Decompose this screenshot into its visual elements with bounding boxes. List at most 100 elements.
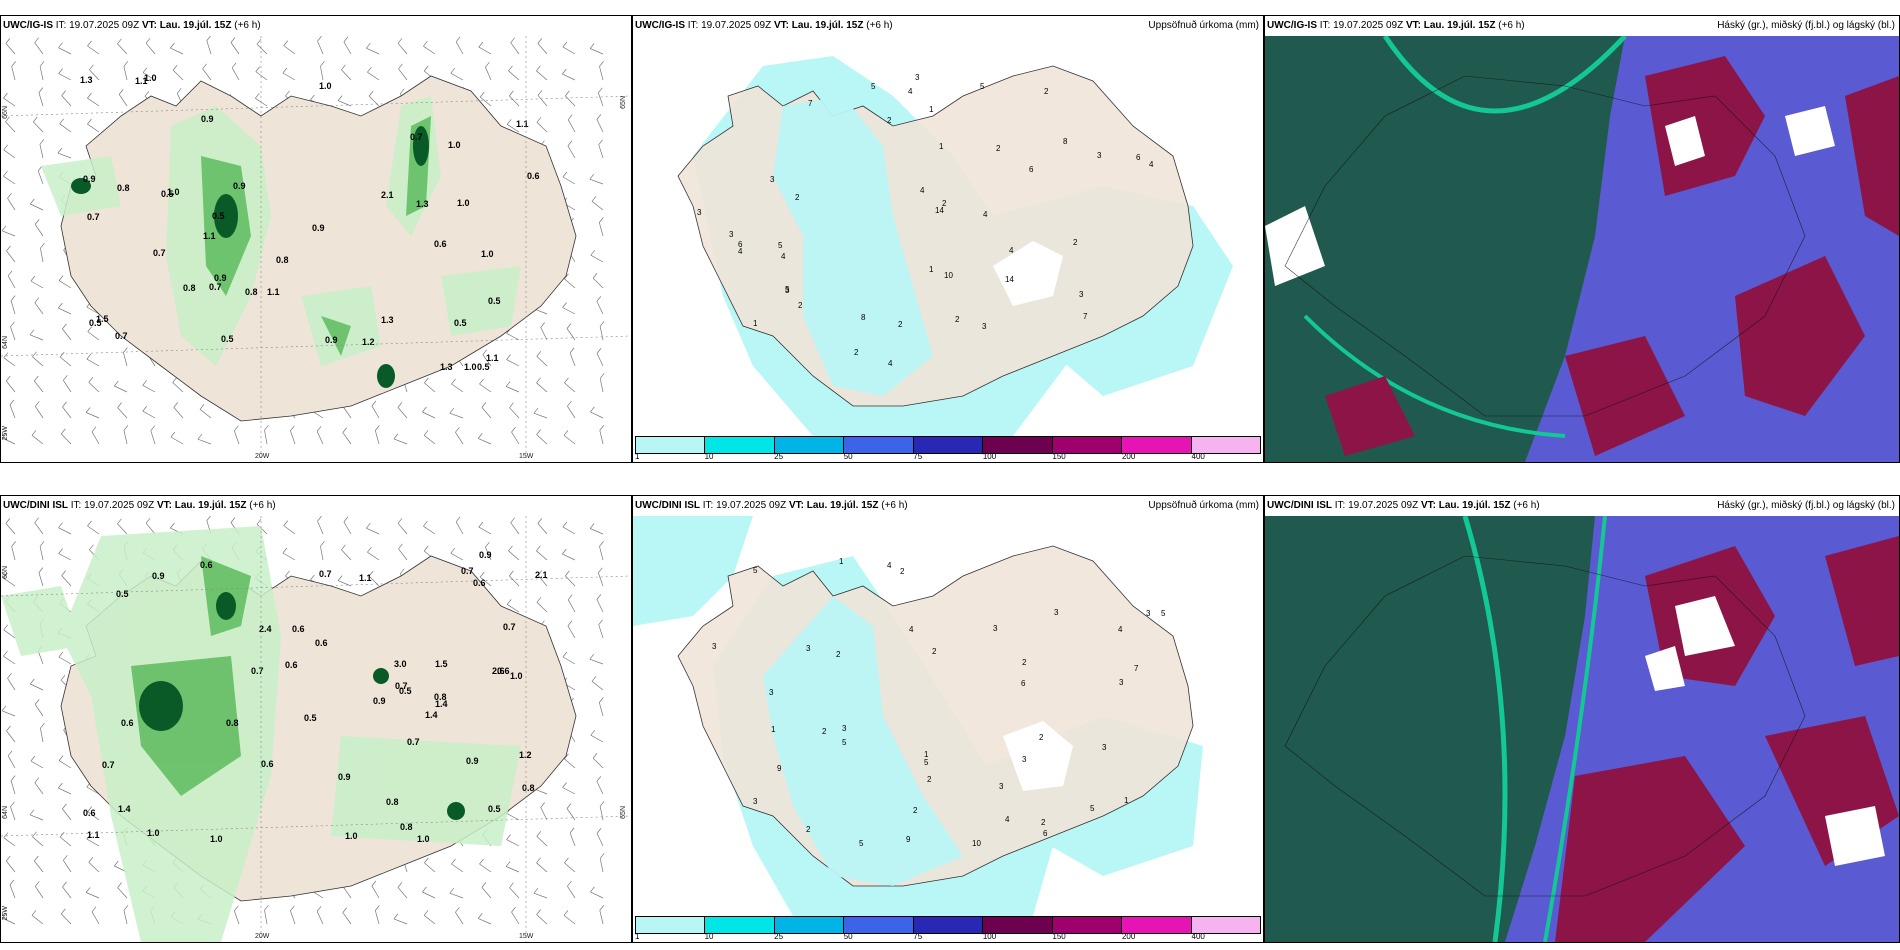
rain-area bbox=[633, 516, 753, 626]
wind-barb bbox=[562, 787, 576, 795]
wind-barb bbox=[537, 95, 548, 107]
wind-barb bbox=[282, 552, 296, 561]
wind-barb-flag bbox=[599, 853, 605, 859]
teal-band-2 bbox=[1303, 314, 1566, 438]
wind-barb bbox=[536, 356, 548, 367]
wind-barb bbox=[598, 702, 604, 717]
wind-barb-flag bbox=[536, 909, 541, 915]
wind-barb bbox=[170, 47, 184, 55]
value-label: 1.1 bbox=[267, 287, 280, 297]
wind-barb bbox=[540, 327, 548, 341]
value-label: 8 bbox=[1063, 137, 1068, 146]
field-title: Háský (gr.), miðský (fj.bl.) og lágský (… bbox=[1717, 500, 1895, 511]
wind-barb bbox=[536, 382, 548, 393]
wind-barb bbox=[533, 892, 548, 899]
wind-barb-flag bbox=[86, 353, 92, 360]
value-label: 0.9 bbox=[479, 550, 492, 560]
init-time: IT: 19.07.2025 09Z bbox=[702, 500, 787, 511]
wind-barb bbox=[40, 248, 44, 263]
valid-time: Lau. 19.júl. 15Z bbox=[174, 500, 247, 511]
lon-label-20w: 20W bbox=[255, 453, 270, 460]
wind-barb-flag bbox=[590, 886, 595, 893]
wind-barb bbox=[597, 92, 604, 107]
map-area[interactable] bbox=[1265, 36, 1899, 462]
wind-barb bbox=[569, 832, 576, 847]
wind-barb-flag bbox=[61, 908, 66, 915]
wind-barb bbox=[39, 144, 44, 159]
init-time: IT: 19.07.2025 09Z bbox=[55, 20, 140, 31]
wind-barb bbox=[3, 175, 16, 185]
wind-barb-flag bbox=[366, 42, 371, 49]
wind-barb-flag bbox=[589, 173, 595, 180]
wind-barb-flag bbox=[598, 619, 603, 625]
wind-barb bbox=[567, 406, 576, 419]
valid-time: Lau. 19.júl. 15Z bbox=[159, 20, 232, 31]
iceland-precip-map: 0.80.51.10.60.50.91.11.10.71.3 1.01.01.31… bbox=[1, 36, 631, 462]
wind-barb-flag bbox=[170, 431, 176, 438]
wind-barb-flag bbox=[1, 705, 7, 712]
wind-barb bbox=[505, 866, 520, 873]
wind-barb-flag bbox=[478, 521, 484, 528]
wind-barb bbox=[58, 307, 72, 315]
wind-barb-flag bbox=[91, 426, 97, 433]
panel-title: UWC/IG-IS IT: 19.07.2025 09Z VT: Lau. 19… bbox=[1, 16, 631, 36]
wind-barb bbox=[2, 437, 16, 445]
map-area[interactable]: 0.6 1.5 2.4 1.4 0.7 1.1 3.0 2.1 0.6 1.1 0.9 1.0 0.9 1… bbox=[1, 516, 631, 942]
colorbar-tick-label: 50 bbox=[843, 932, 853, 941]
lead-time: (+6 h) bbox=[1513, 500, 1540, 511]
map-area[interactable] bbox=[1265, 516, 1899, 942]
wind-barb bbox=[87, 97, 100, 107]
wind-barb-flag bbox=[596, 594, 602, 600]
wind-barb-flag bbox=[206, 36, 211, 41]
wind-barb-flag bbox=[317, 516, 322, 522]
wind-barb-flag bbox=[34, 219, 40, 225]
colorbar-swatches bbox=[635, 436, 1261, 454]
map-area[interactable]: 3 1 2 3 2 5 4 4 9 10 5 2 1 4 6 5 3 3 7 2 3 5 6 3 2 4 2 9 3 2 2 2 3 2 3 3 5 1 3… bbox=[633, 516, 1263, 916]
clear-patches bbox=[1645, 596, 1885, 866]
wind-barb-flag bbox=[424, 377, 429, 384]
wind-barb-flag bbox=[3, 650, 8, 657]
value-label: 5 bbox=[778, 241, 783, 250]
wind-barb bbox=[598, 624, 604, 639]
value-label: 1.3 bbox=[381, 315, 394, 325]
map-area[interactable]: 0.8 0.5 1.1 0.6 0.5 0.9 1.1 1.1 0.7 1.3 1.0 1.0 1.3 1… bbox=[1, 36, 631, 462]
wind-barb-flag bbox=[536, 429, 541, 435]
wind-barb-flag bbox=[142, 67, 148, 73]
wind-barb bbox=[2, 917, 16, 925]
wind-barb-flag bbox=[30, 198, 35, 205]
wind-barb-flag bbox=[509, 90, 514, 97]
value-label: 3 bbox=[1054, 608, 1059, 617]
cloud-cover-map bbox=[1265, 516, 1899, 942]
wind-barb-flag bbox=[423, 545, 429, 552]
wind-barb bbox=[597, 572, 604, 587]
wind-barb bbox=[316, 431, 324, 445]
wind-barb-flag bbox=[290, 425, 295, 432]
precip-values: 0.6 1.5 2.4 1.4 0.7 1.1 3.0 2.1 0.6 1.1 0.9 1.0 0.9 1… bbox=[83, 550, 548, 844]
wind-barb bbox=[537, 523, 548, 535]
value-label: 2.6 bbox=[492, 666, 505, 676]
value-label: 3 bbox=[729, 230, 734, 239]
wind-barb bbox=[29, 334, 44, 341]
wind-barb-flag bbox=[481, 882, 487, 888]
wind-barb-flag bbox=[567, 114, 573, 120]
value-label: 6 bbox=[1021, 679, 1026, 688]
value-label: 0.6 bbox=[83, 808, 96, 818]
wind-barb bbox=[123, 430, 128, 445]
wind-barb-flag bbox=[371, 400, 377, 407]
wind-barb-flag bbox=[596, 296, 602, 302]
wind-barb-flag bbox=[599, 321, 605, 327]
map-area[interactable]: 1 2 7 8 10 2 4 5 3 6 3 3 14 14 4 5 7 3 3 2 3 4 2 2 4 8 6 5 1 4 3 2 2 1 3 4 6… bbox=[633, 36, 1263, 436]
wind-barb-flag bbox=[142, 405, 148, 412]
wind-barb bbox=[173, 407, 184, 419]
wind-barb-flag bbox=[172, 64, 178, 71]
wind-barb-flag bbox=[477, 913, 483, 919]
wind-barb-flag bbox=[62, 401, 67, 408]
wind-barb-flag bbox=[62, 881, 67, 888]
wind-barb-flag bbox=[510, 37, 515, 43]
value-label: 1 bbox=[924, 750, 929, 759]
wind-barb bbox=[63, 380, 72, 393]
wind-barb bbox=[478, 918, 492, 925]
value-label: 0.8 bbox=[117, 183, 130, 193]
wind-barb-flag bbox=[423, 65, 429, 72]
wind-barb bbox=[599, 378, 604, 393]
